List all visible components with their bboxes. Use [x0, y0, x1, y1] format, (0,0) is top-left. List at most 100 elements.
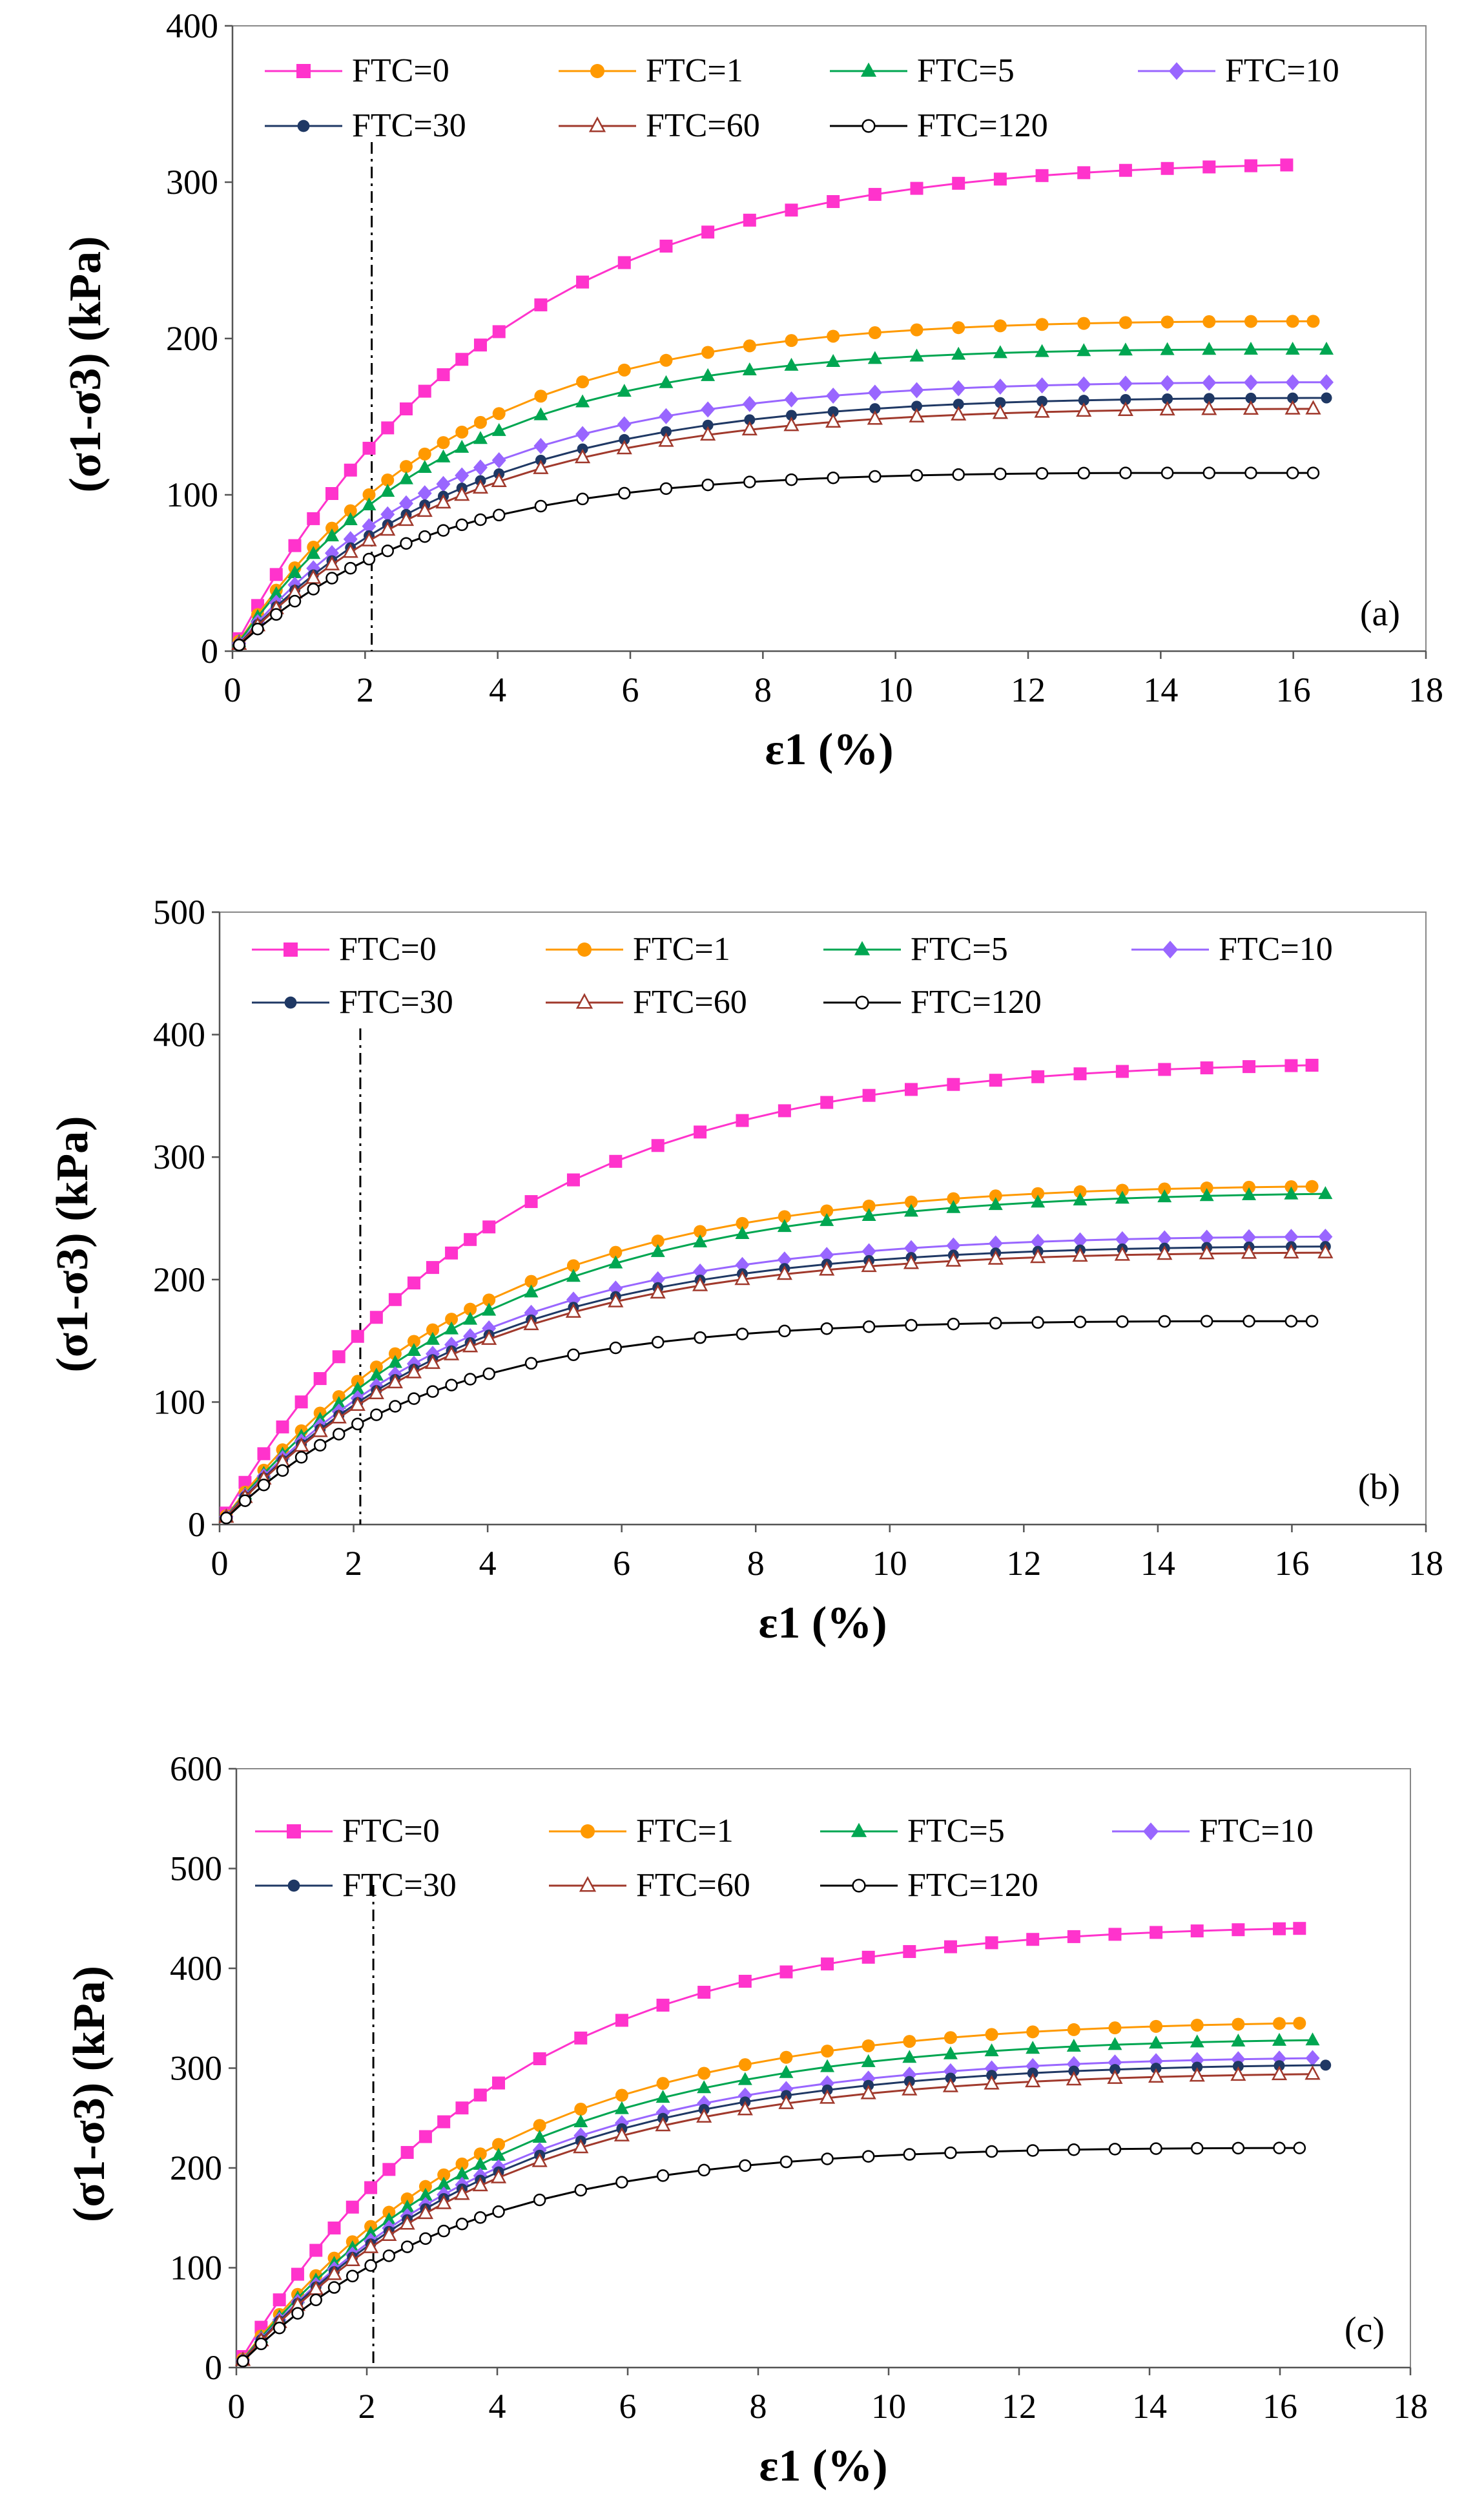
- data-point: [827, 329, 840, 343]
- data-point: [566, 1259, 580, 1273]
- x-tick-label: 14: [1143, 671, 1178, 709]
- data-point: [491, 452, 506, 468]
- data-point: [693, 1263, 708, 1280]
- data-point: [944, 2146, 957, 2160]
- series-ftc-30: [233, 392, 1332, 650]
- data-point: [331, 1396, 346, 1410]
- data-point: [1243, 400, 1259, 415]
- data-point: [1305, 1180, 1319, 1193]
- data-point: [1025, 2072, 1041, 2088]
- data-point: [346, 2269, 359, 2283]
- data-point: [472, 2176, 488, 2192]
- data-point: [576, 375, 590, 389]
- data-point: [1119, 316, 1132, 329]
- data-point: [615, 2088, 628, 2102]
- data-point: [951, 380, 966, 397]
- data-point: [381, 2226, 397, 2242]
- data-point: [911, 401, 923, 412]
- legend-marker: [588, 116, 606, 132]
- series-ftc-60: [235, 2065, 1321, 2366]
- data-point: [524, 1357, 538, 1370]
- data-point: [455, 518, 468, 532]
- data-point: [1150, 2019, 1163, 2033]
- data-point: [655, 2090, 670, 2103]
- data-point: [1202, 374, 1217, 391]
- data-point: [482, 1293, 496, 1307]
- data-point: [418, 530, 431, 543]
- data-point: [1066, 2070, 1082, 2086]
- data-point: [861, 1243, 876, 1260]
- data-point: [701, 368, 716, 381]
- data-point: [826, 388, 841, 404]
- data-point: [269, 568, 283, 581]
- legend-item: FTC=0: [265, 52, 449, 89]
- data-point: [382, 2163, 396, 2176]
- data-point: [701, 478, 714, 492]
- data-point: [1200, 1061, 1213, 1075]
- data-point: [576, 492, 589, 506]
- data-point: [533, 2193, 546, 2207]
- data-point: [694, 1225, 707, 1238]
- legend-item: FTC=0: [252, 931, 437, 968]
- data-point: [307, 583, 320, 596]
- data-point: [482, 1302, 497, 1316]
- data-point: [1160, 466, 1174, 479]
- data-point: [701, 225, 715, 239]
- data-point: [1119, 163, 1132, 177]
- legend-label: FTC=30: [339, 984, 453, 1021]
- data-point: [473, 2088, 487, 2102]
- data-point: [861, 2150, 875, 2163]
- series-ftc-1: [220, 1180, 1319, 1523]
- data-point: [659, 408, 674, 424]
- data-point: [419, 2232, 432, 2245]
- data-point: [651, 1335, 665, 1349]
- legend-item: FTC=10: [1112, 1813, 1314, 1849]
- data-point: [696, 2108, 712, 2123]
- data-point: [910, 182, 923, 195]
- data-point: [742, 362, 757, 376]
- data-point: [1158, 1182, 1171, 1196]
- data-point: [1031, 1194, 1046, 1208]
- legend-marker: [297, 120, 310, 132]
- data-point: [382, 2205, 396, 2219]
- data-point: [362, 497, 376, 511]
- data-point: [827, 471, 840, 484]
- data-point: [532, 2129, 547, 2143]
- data-point: [436, 2194, 452, 2209]
- legend-marker: [579, 1876, 597, 1892]
- data-point: [1202, 160, 1216, 174]
- data-point: [1244, 159, 1257, 172]
- y-tick-label: 0: [205, 2348, 222, 2387]
- data-point: [905, 1318, 918, 1332]
- data-point: [820, 1096, 834, 1109]
- data-point: [566, 1269, 581, 1282]
- data-point: [332, 1428, 346, 1441]
- data-point: [617, 363, 631, 377]
- data-point: [1157, 1245, 1173, 1260]
- data-point: [276, 1464, 289, 1477]
- legend-item: FTC=1: [546, 931, 730, 968]
- data-point: [651, 1139, 665, 1152]
- data-point: [455, 425, 469, 439]
- data-point: [702, 419, 714, 431]
- legend-item: FTC=10: [1138, 52, 1339, 89]
- legend-item: FTC=1: [549, 1813, 734, 1849]
- data-point: [291, 2307, 304, 2320]
- data-point: [1035, 377, 1049, 394]
- data-point: [693, 1234, 708, 1247]
- series-line: [225, 1185, 1312, 1517]
- data-point: [861, 2039, 875, 2052]
- legend-label: FTC=10: [1199, 1813, 1314, 1849]
- data-point: [1318, 1186, 1333, 1200]
- data-point: [1305, 2065, 1321, 2080]
- series-ftc-1: [232, 315, 1320, 648]
- data-point: [325, 572, 338, 585]
- data-point: [1067, 2023, 1080, 2036]
- x-tick-label: 4: [479, 1544, 497, 1583]
- data-point: [1284, 400, 1301, 415]
- data-point: [473, 338, 487, 352]
- data-point: [1190, 2141, 1204, 2155]
- data-point: [455, 2101, 469, 2115]
- y-tick-label: 500: [170, 1849, 222, 1888]
- data-point: [650, 1244, 665, 1257]
